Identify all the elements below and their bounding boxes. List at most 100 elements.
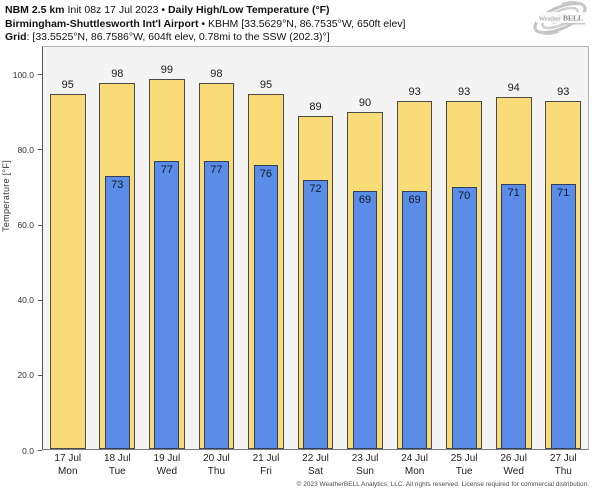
bar-group: 98 77 20 Jul Thu [192, 47, 242, 477]
y-tick-label: 40.0 [17, 295, 34, 306]
low-bar: 69 [352, 190, 378, 449]
x-tick-day: Sat [308, 465, 324, 477]
y-tick-label: 80.0 [17, 144, 34, 155]
y-axis: 0.0 20.0 40.0 60.0 80.0 100.0 [0, 46, 42, 456]
y-tick-mark [38, 74, 42, 76]
y-tick-mark [38, 299, 42, 301]
x-axis-tick-label: 22 Jul Sat [281, 453, 350, 478]
y-tick-mark [38, 450, 42, 451]
logo-tagline-line [561, 23, 585, 25]
x-axis-tick-label: 26 Jul Wed [479, 453, 548, 478]
low-bar: 70 [451, 187, 477, 449]
bar-group: 89 72 22 Jul Sat [291, 47, 341, 477]
high-value-label: 95 [259, 78, 273, 91]
bar-group: 93 71 27 Jul Thu [538, 47, 588, 477]
station-name: Birmingham-Shuttlesworth Int'l Airport [5, 17, 199, 30]
high-value-label: 95 [61, 78, 74, 91]
x-tick-day: Tue [455, 465, 473, 477]
x-tick-date: 27 Jul [549, 453, 577, 464]
init-time: Init 08z 17 Jul 2023 • [64, 4, 169, 16]
low-value-label: 69 [408, 193, 421, 206]
y-tick-mark [38, 149, 42, 151]
x-tick-date: 23 Jul [351, 453, 379, 464]
chart-title: Daily High/Low Temperature (°F) [168, 4, 330, 16]
x-tick-date: 22 Jul [302, 453, 329, 464]
y-axis-title: Temperature [°F] [1, 160, 11, 232]
y-tick-mark [38, 374, 42, 376]
high-bar [49, 93, 86, 449]
y-tick-label: 20.0 [17, 370, 34, 381]
bar-group: 90 69 23 Jul Sun [340, 47, 390, 477]
low-value-label: 69 [358, 193, 372, 206]
x-axis-tick-label: 19 Jul Wed [132, 453, 201, 478]
plot-region: 95 17 Jul Mon 98 73 18 Jul Tue 99 77 19 Jul Wed 98 7… [42, 46, 589, 477]
bar-group: 95 76 21 Jul Fri [241, 47, 291, 477]
x-tick-date: 24 Jul [401, 453, 428, 464]
x-axis-tick-label: 20 Jul Thu [182, 453, 251, 478]
x-tick-day: Wed [503, 465, 524, 477]
header-line-2: Birmingham-Shuttlesworth Int'l Airport •… [5, 18, 405, 32]
bar-group: 99 77 19 Jul Wed [142, 47, 192, 477]
x-tick-day: Thu [554, 465, 572, 477]
bar-group: 98 73 18 Jul Tue [93, 47, 143, 477]
low-value-label: 77 [210, 164, 223, 177]
bar-group: 93 70 25 Jul Tue [439, 47, 489, 477]
copyright-notice: © 2023 WeatherBELL Analytics, LLC. All r… [296, 481, 589, 488]
x-tick-day: Wed [156, 465, 178, 477]
x-tick-date: 25 Jul [450, 453, 478, 464]
high-value-label: 99 [160, 63, 173, 76]
bar-group: 94 71 26 Jul Wed [489, 47, 539, 477]
chart-header: NBM 2.5 km Init 08z 17 Jul 2023 • Daily … [5, 4, 405, 45]
x-axis-tick-label: 18 Jul Tue [83, 453, 152, 478]
low-value-label: 77 [160, 164, 173, 177]
x-tick-day: Thu [207, 465, 226, 477]
x-axis-tick-label: 17 Jul Mon [33, 453, 102, 478]
low-bar: 76 [253, 164, 279, 449]
x-tick-date: 18 Jul [103, 453, 131, 464]
x-tick-day: Mon [58, 465, 78, 477]
low-bar: 77 [154, 161, 180, 449]
plot-area: 95 17 Jul Mon 98 73 18 Jul Tue 99 77 19 Jul Wed 98 7… [42, 46, 589, 477]
y-tick-label: 0.0 [22, 445, 34, 456]
low-value-label: 72 [309, 182, 322, 195]
y-tick-label: 100.0 [12, 69, 34, 80]
model-name: NBM 2.5 km [5, 4, 65, 16]
x-tick-date: 21 Jul [252, 453, 280, 464]
x-axis-tick-label: 25 Jul Tue [429, 453, 498, 478]
x-tick-day: Sun [356, 465, 374, 477]
x-axis-tick-label: 24 Jul Mon [380, 453, 449, 478]
low-bar: 77 [204, 161, 229, 449]
x-tick-date: 19 Jul [153, 453, 181, 464]
high-value-label: 93 [458, 86, 471, 99]
logo-text-plate [536, 12, 586, 23]
low-bar: 72 [303, 179, 328, 449]
high-value-label: 90 [358, 97, 372, 110]
high-value-label: 98 [111, 67, 124, 80]
high-value-label: 94 [507, 82, 520, 95]
low-value-label: 70 [458, 190, 471, 203]
high-value-label: 98 [210, 67, 223, 80]
x-tick-date: 26 Jul [500, 453, 528, 464]
y-tick-mark [38, 224, 42, 226]
low-bar: 69 [402, 190, 427, 449]
bar-group: 93 69 24 Jul Mon [390, 47, 440, 477]
x-tick-day: Fri [260, 465, 272, 477]
y-tick-label: 60.0 [17, 220, 34, 231]
logo-text-bell: BELL [563, 14, 583, 23]
low-bar: 71 [550, 183, 576, 449]
high-value-label: 93 [557, 86, 570, 99]
x-tick-day: Mon [404, 465, 425, 477]
header-line-1: NBM 2.5 km Init 08z 17 Jul 2023 • Daily … [5, 4, 405, 18]
x-tick-date: 17 Jul [54, 453, 82, 464]
x-axis-tick-label: 27 Jul Thu [529, 453, 598, 478]
x-axis-tick-label: 21 Jul Fri [231, 453, 300, 478]
weatherbell-logo: Weather BELL [533, 1, 587, 36]
grid-label: Grid [5, 31, 27, 43]
high-value-label: 89 [309, 101, 322, 114]
low-value-label: 76 [259, 167, 273, 180]
low-value-label: 71 [557, 186, 570, 199]
high-value-label: 93 [408, 86, 421, 99]
bar-group: 95 17 Jul Mon [43, 47, 93, 477]
x-tick-day: Tue [108, 465, 126, 477]
